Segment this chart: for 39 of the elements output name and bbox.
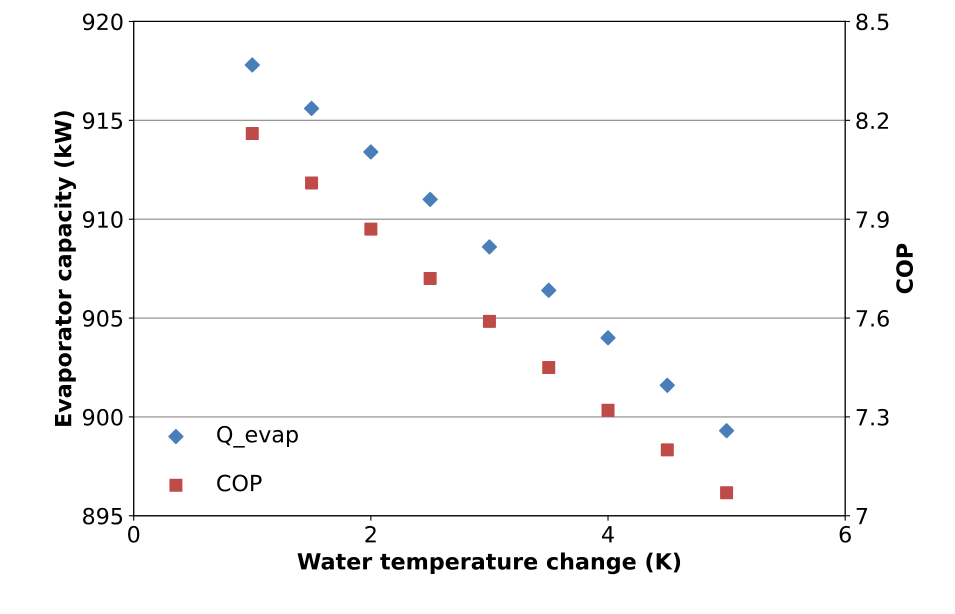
point [602,404,615,417]
y-tick-label: 920 [82,13,122,30]
legend-label: Q_evap [217,426,298,448]
point [305,176,318,190]
y-axis-title: Evaporator capacity (kW) [54,111,76,426]
point [363,144,378,160]
y-tick-label: 910 [82,211,122,228]
point [660,443,674,456]
point [720,486,734,500]
y-tick-label: 915 [82,112,122,130]
y2-tick-label: 8.5 [856,13,888,30]
x-tick-label: 4 [602,526,614,542]
legend-label: COP [217,474,262,492]
y2-tick-label: 8.2 [856,112,888,130]
y-tick-label: 900 [82,408,122,426]
y2-tick-label: 7.9 [856,211,889,228]
point [424,272,437,286]
y2-tick-label: 7.6 [856,310,889,327]
point [718,423,734,438]
point [600,330,616,346]
y-tick-label: 895 [83,508,122,525]
point [244,57,260,73]
point [246,127,259,140]
point [542,360,556,374]
y2-axis-title: COP [896,244,913,294]
x-tick-label: 0 [128,526,140,543]
point [482,314,496,328]
point [482,239,498,255]
point [660,378,675,393]
y2-tick-label: 7.3 [856,408,888,426]
x-tick-label: 2 [365,526,376,542]
x-axis-title: Water temperature change (K) [298,552,680,574]
point [422,192,438,208]
point [541,282,556,298]
x-tick-label: 6 [840,526,851,543]
y-tick-label: 905 [82,310,122,327]
y2-tick-label: 7 [856,508,868,524]
point [304,100,320,116]
point [364,222,378,236]
